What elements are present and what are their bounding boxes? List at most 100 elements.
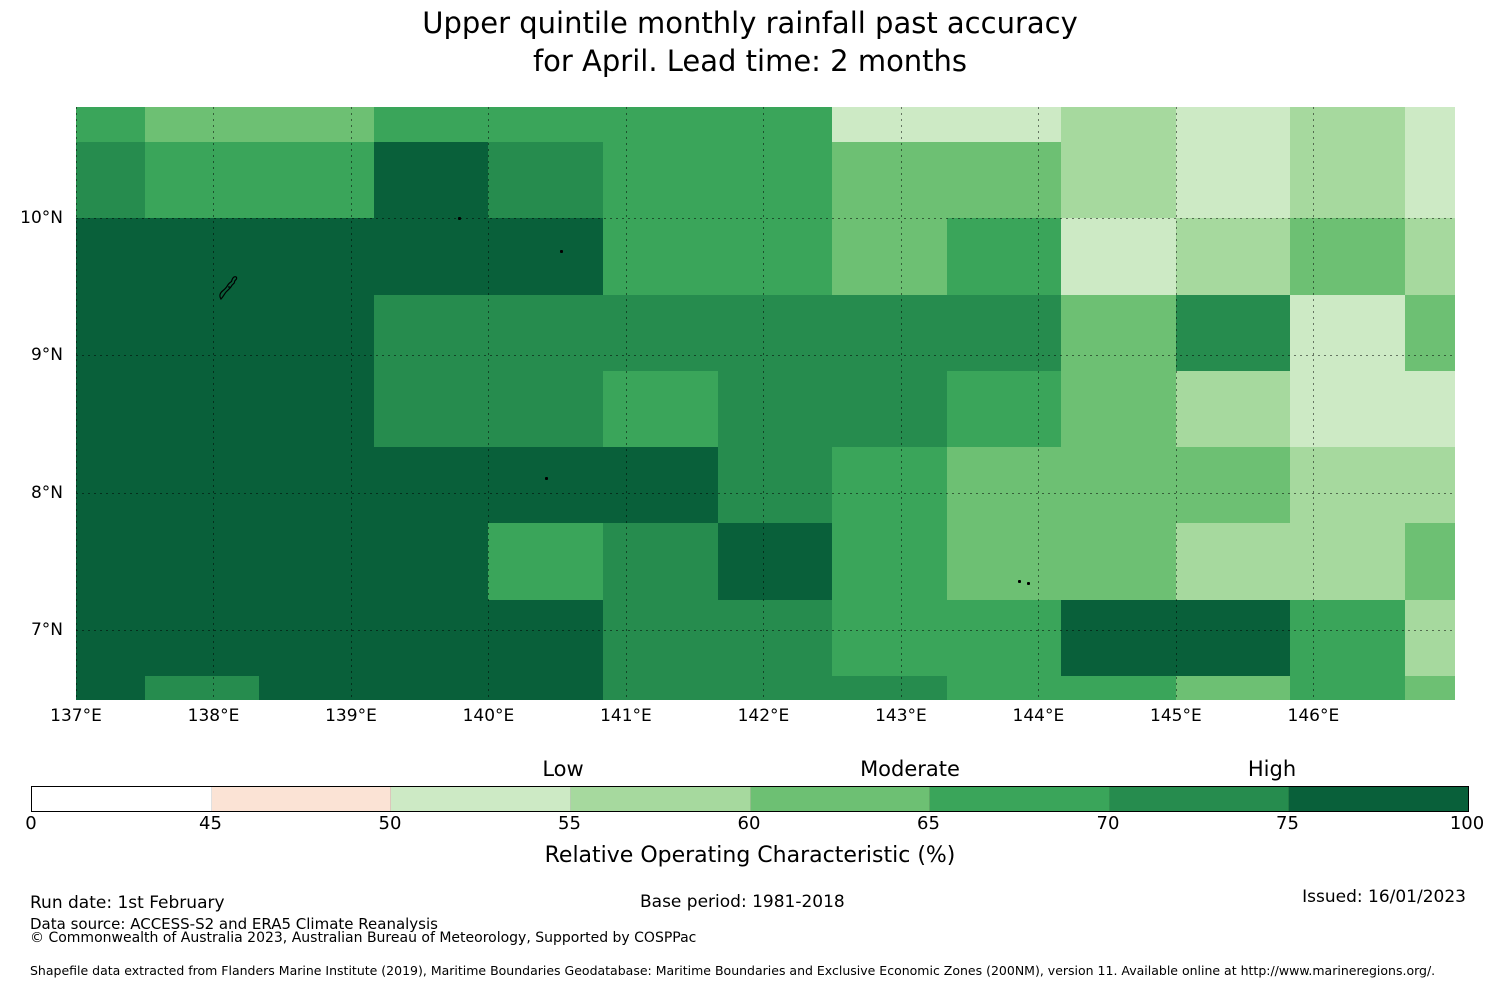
map-cell: [602, 675, 719, 701]
map-cell: [76, 141, 146, 219]
map-cell: [832, 599, 948, 677]
map-cell: [1061, 523, 1177, 600]
x-tick-label: 143°E: [875, 706, 927, 726]
map-cell: [259, 599, 375, 677]
map-cell: [1061, 218, 1177, 295]
map-cell: [144, 370, 260, 448]
colorbar-segment-50-55: [391, 787, 571, 811]
map-cell: [717, 675, 833, 701]
map-cell: [488, 675, 604, 701]
meridian-gridline: [213, 107, 215, 700]
meridian-gridline: [76, 107, 77, 700]
colorbar-tick-label: 100: [1449, 813, 1485, 834]
map-cell: [144, 218, 260, 295]
map-cell: [1061, 370, 1177, 448]
colorbar-tick-label: 50: [378, 813, 402, 834]
map-cell: [717, 523, 833, 600]
map-cell: [602, 218, 719, 295]
map-cell: [1405, 218, 1456, 295]
chart-title-line1: Upper quintile monthly rainfall past acc…: [422, 6, 1078, 40]
map-cell: [602, 599, 719, 677]
meridian-gridline: [488, 107, 490, 700]
map-cell: [1290, 523, 1406, 600]
map-cell: [76, 370, 146, 448]
map-cell: [259, 447, 375, 524]
islet-mark: [458, 216, 462, 220]
map-cell: [76, 675, 146, 701]
map-cell: [1061, 447, 1177, 524]
colorbar-segment-75-100: [1289, 787, 1468, 811]
map-cell: [373, 141, 489, 219]
map-cell: [946, 107, 1062, 143]
map-cell: [259, 218, 375, 295]
map-cell: [832, 141, 948, 219]
colorbar-tick-label: 70: [1096, 813, 1120, 834]
map-cell: [1175, 218, 1291, 295]
map-cell: [946, 447, 1062, 524]
meridian-gridline: [1313, 107, 1315, 700]
map-cell: [1175, 107, 1291, 143]
chart-title: Upper quintile monthly rainfall past acc…: [0, 4, 1500, 80]
map-cell: [144, 599, 260, 677]
map-cell: [717, 370, 833, 448]
islet-mark: [559, 250, 563, 254]
map-cell: [373, 675, 489, 701]
islet-mark: [544, 476, 548, 480]
map-cell: [373, 370, 489, 448]
colorbar-tick-label: 75: [1276, 813, 1299, 834]
map-cell: [1290, 218, 1406, 295]
map-cell: [832, 675, 948, 701]
map-cell: [717, 218, 833, 295]
map-cell: [1175, 675, 1291, 701]
map-cell: [717, 141, 833, 219]
colorbar-tick-label: 55: [558, 813, 581, 834]
map-cell: [1175, 523, 1291, 600]
meridian-gridline: [763, 107, 765, 700]
map-cell: [1175, 141, 1291, 219]
parallel-gridline: [76, 355, 1455, 357]
map-cell: [832, 107, 948, 143]
map-cell: [717, 294, 833, 372]
colorbar-axis-label: Relative Operating Characteristic (%): [544, 843, 956, 868]
parallel-gridline: [76, 492, 1455, 494]
map-cell: [373, 107, 489, 143]
map-cell: [76, 107, 146, 143]
x-tick-label: 138°E: [187, 706, 240, 726]
x-tick-label: 140°E: [462, 706, 515, 726]
map-cell: [946, 599, 1062, 677]
map-cell: [259, 523, 375, 600]
map-cell: [144, 675, 260, 701]
map-cell: [1405, 675, 1456, 701]
map-cell: [76, 218, 146, 295]
map-cell: [602, 447, 719, 524]
map-cell: [1175, 370, 1291, 448]
map-cell: [76, 294, 146, 372]
map-cell: [1290, 599, 1406, 677]
map-cell: [717, 447, 833, 524]
map-cell: [76, 447, 146, 524]
map-cell: [1405, 370, 1456, 448]
map-cell: [144, 447, 260, 524]
map-cell: [602, 294, 719, 372]
map-cell: [76, 523, 146, 600]
map-cell: [488, 218, 604, 295]
colorbar-tick-label: 60: [737, 813, 761, 834]
map-cell: [488, 523, 604, 600]
map-cell: [488, 447, 604, 524]
colorbar-segment-65-70: [930, 787, 1110, 811]
map-cell: [832, 218, 948, 295]
map-cell: [1175, 294, 1291, 372]
map-cell: [1290, 675, 1406, 701]
y-tick-label: 8°N: [30, 482, 63, 503]
map-cell: [373, 599, 489, 677]
parallel-gridline: [76, 629, 1455, 631]
map-cell: [1175, 447, 1291, 524]
footer-run-date: Run date: 1st February: [30, 893, 225, 913]
map-cell: [1290, 370, 1406, 448]
x-tick-label: 142°E: [737, 706, 790, 726]
y-tick-label: 10°N: [20, 208, 63, 229]
chart-title-line2: for April. Lead time: 2 months: [532, 44, 968, 78]
map-cell: [373, 447, 489, 524]
map-cell: [1405, 294, 1456, 372]
map-cell: [1290, 294, 1406, 372]
